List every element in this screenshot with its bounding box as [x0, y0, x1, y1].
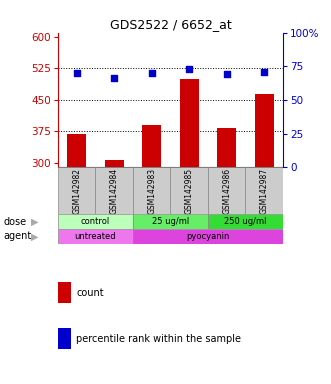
Point	[187, 66, 192, 72]
Text: 250 ug/ml: 250 ug/ml	[224, 217, 267, 226]
Bar	[217, 128, 236, 167]
Bar	[133, 229, 283, 244]
Text: GSM142987: GSM142987	[260, 168, 269, 214]
Bar	[133, 214, 208, 229]
Text: dose: dose	[3, 217, 26, 227]
Point	[149, 70, 154, 76]
Bar	[105, 160, 123, 167]
Point	[261, 69, 267, 75]
Bar	[208, 167, 246, 214]
Text: 25 ug/ml: 25 ug/ml	[152, 217, 189, 226]
Bar	[58, 214, 133, 229]
Text: agent: agent	[3, 232, 31, 242]
Point	[224, 71, 229, 78]
Bar	[255, 94, 274, 167]
Bar	[142, 125, 161, 167]
Bar	[95, 167, 133, 214]
Bar	[58, 229, 133, 244]
Text: ▶: ▶	[31, 217, 39, 227]
Text: control: control	[81, 217, 110, 226]
Text: GSM142985: GSM142985	[185, 168, 194, 214]
Text: GSM142984: GSM142984	[110, 168, 119, 214]
Point	[112, 75, 117, 81]
Title: GDS2522 / 6652_at: GDS2522 / 6652_at	[110, 18, 231, 31]
Bar	[180, 79, 199, 167]
Bar	[246, 167, 283, 214]
Text: GSM142983: GSM142983	[147, 168, 156, 214]
Text: untreated: untreated	[74, 232, 116, 241]
Bar	[170, 167, 208, 214]
Bar	[133, 167, 170, 214]
Text: count: count	[76, 288, 104, 298]
Text: GSM142982: GSM142982	[72, 168, 81, 214]
Text: percentile rank within the sample: percentile rank within the sample	[76, 334, 241, 344]
Text: ▶: ▶	[31, 232, 39, 242]
Text: pyocyanin: pyocyanin	[186, 232, 230, 241]
Bar	[67, 134, 86, 167]
Bar	[58, 167, 95, 214]
Bar	[208, 214, 283, 229]
Text: GSM142986: GSM142986	[222, 168, 231, 214]
Point	[74, 70, 79, 76]
